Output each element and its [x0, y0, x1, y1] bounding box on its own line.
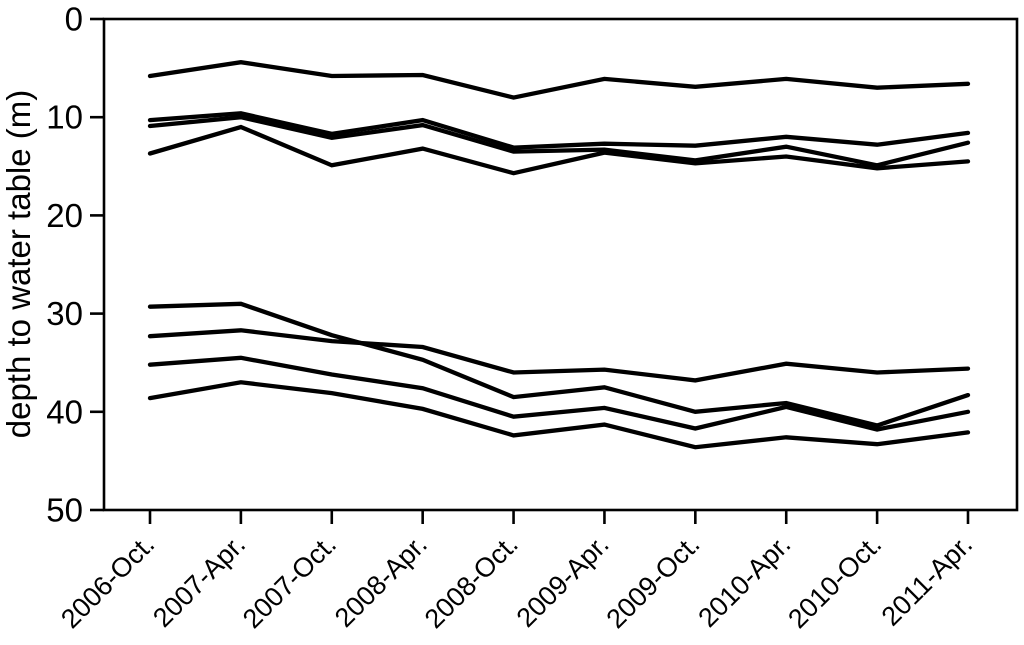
x-tick-label: 2011-Apr.: [876, 529, 979, 632]
y-tick-label: 20: [46, 197, 83, 234]
x-tick-label: 2007-Oct.: [237, 529, 342, 634]
x-tick-label: 2006-Oct.: [55, 529, 160, 634]
y-tick-label: 50: [46, 492, 83, 529]
plot-frame: [102, 17, 1019, 512]
series-line-1: [147, 60, 971, 100]
y-tick-label: 40: [46, 393, 83, 430]
series-line-6: [147, 328, 971, 383]
series-line-4: [147, 124, 971, 176]
y-tick-label: 0: [65, 1, 83, 38]
x-tick-label: 2010-Apr.: [692, 529, 796, 633]
y-tick-label: 30: [46, 295, 83, 332]
x-tick-label: 2009-Oct.: [601, 529, 706, 634]
axis-ticks-layer: [90, 17, 970, 524]
series-line-8: [147, 380, 971, 450]
series-line-7: [147, 355, 971, 432]
x-tick-label: 2008-Apr.: [329, 529, 433, 633]
x-tick-label: 2008-Oct.: [419, 529, 524, 634]
y-axis-title: depth to water table (m): [0, 90, 37, 439]
x-tick-label: 2010-Oct.: [782, 529, 887, 634]
y-tick-label: 10: [46, 99, 83, 136]
series-line-3: [147, 115, 971, 168]
series-line-2: [147, 111, 971, 150]
x-tick-label: 2009-Apr.: [511, 529, 615, 633]
x-tick-label: 2007-Apr.: [147, 529, 251, 633]
series-line-5: [147, 301, 971, 428]
data-series-layer: [147, 60, 971, 450]
plot-frame-layer: [102, 17, 1019, 512]
